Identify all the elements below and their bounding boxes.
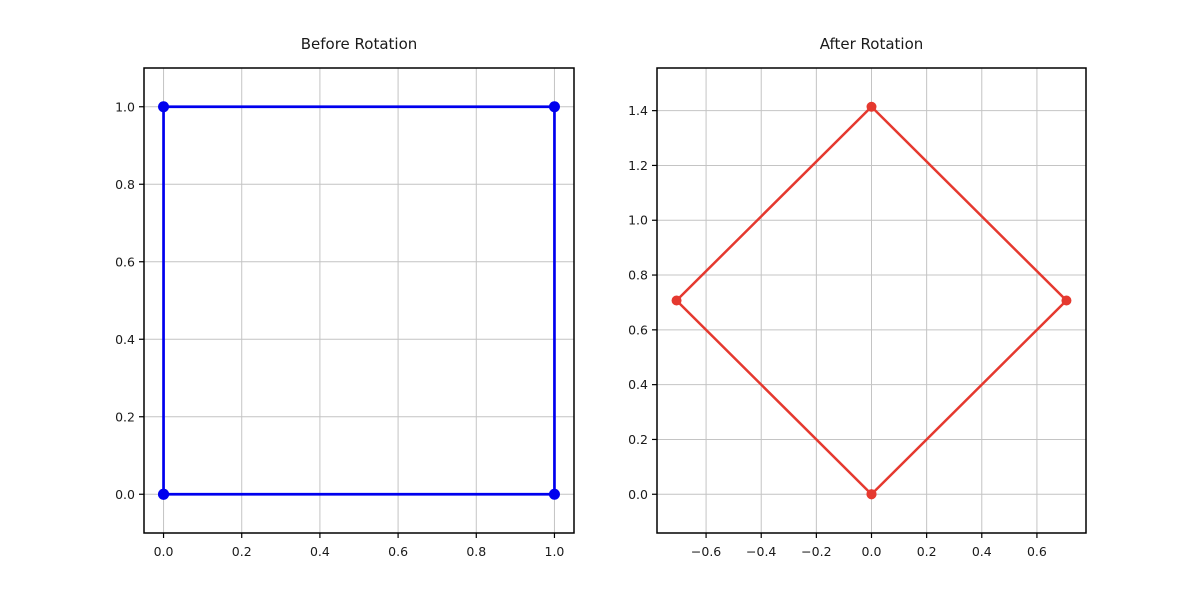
x-tick-label: 0.6 <box>1027 544 1047 559</box>
y-tick-label: 1.0 <box>115 99 135 114</box>
x-tick-label: 0.0 <box>862 544 882 559</box>
data-point-marker <box>1061 295 1072 306</box>
x-tick-label: 0.4 <box>310 544 330 559</box>
data-point-marker <box>866 101 877 112</box>
x-tick-label: 1.0 <box>545 544 565 559</box>
before-rotation-plot: 0.0 0.2 0.4 0.6 0.8 1.0 0.0 0.2 0.4 0.6 0.8 1.0 <box>115 67 575 559</box>
x-tick-label: −0.6 <box>691 544 721 559</box>
y-tick-label: 0.0 <box>628 487 648 502</box>
x-tick-label: 0.4 <box>972 544 992 559</box>
y-tick-label: 0.6 <box>628 322 648 337</box>
x-tick-label: 0.6 <box>388 544 408 559</box>
y-tick-label: 0.4 <box>628 377 648 392</box>
axes-box <box>143 67 575 534</box>
y-tick-label: 0.8 <box>628 268 648 283</box>
x-tick-label: −0.2 <box>801 544 831 559</box>
data-point-marker <box>671 295 682 306</box>
plot-background <box>144 68 574 533</box>
y-tick-label: 0.0 <box>115 487 135 502</box>
axes-box <box>656 67 1087 534</box>
x-tick-label: 0.2 <box>917 544 937 559</box>
after-rotation-title: After Rotation <box>819 35 924 53</box>
y-tick-label: 1.4 <box>628 103 648 118</box>
y-tick-label: 1.0 <box>628 213 648 228</box>
y-tick-label: 0.2 <box>115 409 135 424</box>
x-tick-label: 0.2 <box>232 544 252 559</box>
data-point-marker <box>548 101 560 113</box>
data-point-marker <box>158 101 170 113</box>
data-point-marker <box>866 489 877 500</box>
data-point-marker <box>548 488 560 500</box>
y-tick-label: 0.4 <box>115 332 135 347</box>
y-tick-label: 0.2 <box>628 432 648 447</box>
after-rotation-plot: −0.6 −0.4 −0.2 0.0 0.2 0.4 0.6 0.0 0.2 0.4 0.6 0.8 1… <box>628 67 1087 559</box>
before-rotation-title: Before Rotation <box>300 35 418 53</box>
x-tick-label: 0.0 <box>154 544 174 559</box>
data-point-marker <box>158 488 170 500</box>
x-tick-label: 0.8 <box>466 544 486 559</box>
y-tick-label: 0.6 <box>115 254 135 269</box>
x-tick-label: −0.4 <box>746 544 776 559</box>
y-tick-label: 0.8 <box>115 177 135 192</box>
y-tick-label: 1.2 <box>628 158 648 173</box>
